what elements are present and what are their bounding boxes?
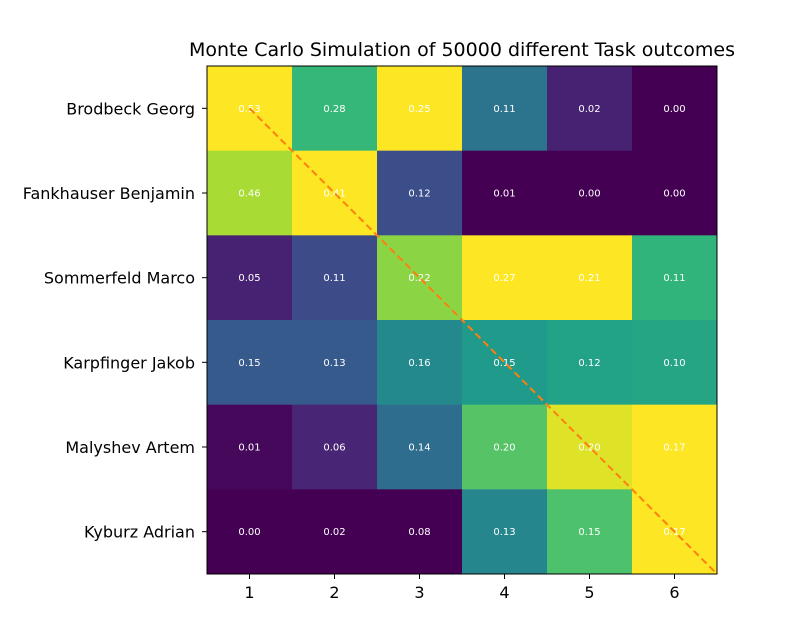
cell-label-r1-c4: 0.11 <box>493 104 515 115</box>
heatmap-cell-r4-c6 <box>632 320 718 406</box>
x-tick-label: 4 <box>499 583 509 602</box>
cell-label-r5-c3: 0.14 <box>408 443 430 454</box>
heatmap-cell-r3-c5 <box>547 235 633 321</box>
cell-label-r1-c3: 0.25 <box>408 104 430 115</box>
cell-label-r4-c4: 0.15 <box>493 358 515 369</box>
y-axis: Brodbeck Georg Fankhauser Benjamin Sommerf… <box>23 99 207 542</box>
heatmap-cell-r6-c1 <box>207 489 293 575</box>
cell-label-r5-c1: 0.01 <box>238 443 260 454</box>
cell-label-r2-c2: 0.41 <box>323 189 345 200</box>
cell-label-r2-c6: 0.00 <box>663 189 685 200</box>
cell-label-r3-c2: 0.11 <box>323 273 345 284</box>
heatmap-cell-r4-c5 <box>547 320 633 406</box>
y-tick-label: Karpfinger Jakob <box>63 353 195 372</box>
heatmap-cell-r5-c2 <box>292 404 378 490</box>
cell-label-r3-c3: 0.22 <box>408 273 430 284</box>
x-tick-label: 1 <box>244 583 254 602</box>
x-axis: 1 2 3 4 5 6 <box>244 574 680 602</box>
cell-label-r3-c6: 0.11 <box>663 273 685 284</box>
heatmap-cell-r2-c4 <box>462 150 548 236</box>
cell-label-r4-c6: 0.10 <box>663 358 685 369</box>
cell-label-r1-c2: 0.28 <box>323 104 345 115</box>
cell-label-r6-c4: 0.13 <box>493 527 515 538</box>
cell-label-r1-c5: 0.02 <box>578 104 600 115</box>
y-tick-label: Fankhauser Benjamin <box>23 184 195 203</box>
cell-label-r3-c4: 0.27 <box>493 273 515 284</box>
cell-label-r4-c5: 0.12 <box>578 358 600 369</box>
heatmap-cell-r4-c1 <box>207 320 293 406</box>
x-tick-label: 3 <box>414 583 424 602</box>
cell-label-r2-c4: 0.01 <box>493 189 515 200</box>
heatmap-cell-r3-c1 <box>207 235 293 321</box>
heatmap-cell-r4-c2 <box>292 320 378 406</box>
heatmap-cell-r3-c4 <box>462 235 548 321</box>
heatmap-cell-r5-c1 <box>207 404 293 490</box>
cell-label-r3-c1: 0.05 <box>238 273 260 284</box>
cell-label-r6-c3: 0.08 <box>408 527 430 538</box>
x-tick-label: 2 <box>329 583 339 602</box>
plot-frame <box>206 65 718 575</box>
heatmap-cell-r2-c6 <box>632 150 718 236</box>
cell-label-r5-c6: 0.17 <box>663 443 685 454</box>
heatmap-cell-r1-c2 <box>292 66 378 152</box>
cell-label-r2-c1: 0.46 <box>238 189 260 200</box>
cell-label-r6-c2: 0.02 <box>323 527 345 538</box>
cell-label-r2-c5: 0.00 <box>578 189 600 200</box>
cell-label-r4-c2: 0.13 <box>323 358 345 369</box>
cell-label-r5-c2: 0.06 <box>323 443 345 454</box>
heatmap-cell-r5-c4 <box>462 404 548 490</box>
cell-label-r5-c4: 0.20 <box>493 443 515 454</box>
heatmap-cell-r1-c5 <box>547 66 633 152</box>
heatmap-cell-r6-c2 <box>292 489 378 575</box>
y-tick-label: Brodbeck Georg <box>66 99 195 118</box>
cell-label-r3-c5: 0.21 <box>578 273 600 284</box>
y-tick-label: Sommerfeld Marco <box>44 269 195 288</box>
heatmap-cell-r2-c1 <box>207 150 293 236</box>
cell-label-r6-c1: 0.00 <box>238 527 260 538</box>
y-tick-label: Kyburz Adrian <box>84 523 195 542</box>
heatmap-cell-r3-c2 <box>292 235 378 321</box>
cell-label-r4-c3: 0.16 <box>408 358 430 369</box>
heatmap-cell-r1-c3 <box>377 66 463 152</box>
heatmap-cell-r3-c6 <box>632 235 718 321</box>
chart-title: Monte Carlo Simulation of 50000 differen… <box>189 39 735 61</box>
heatmap-cell-r2-c3 <box>377 150 463 236</box>
x-tick-label: 5 <box>584 583 594 602</box>
cell-label-r4-c1: 0.15 <box>238 358 260 369</box>
heatmap-cell-r6-c4 <box>462 489 548 575</box>
heatmap-cell-r5-c3 <box>377 404 463 490</box>
cell-label-r1-c6: 0.00 <box>663 104 685 115</box>
cell-label-r6-c5: 0.15 <box>578 527 600 538</box>
cell-label-r5-c5: 0.20 <box>578 443 600 454</box>
heatmap-cell-r6-c5 <box>547 489 633 575</box>
heatmap-cell-r6-c3 <box>377 489 463 575</box>
heatmap-cell-r1-c6 <box>632 66 718 152</box>
heatmap-cells <box>207 66 718 575</box>
cell-label-r2-c3: 0.12 <box>408 189 430 200</box>
heatmap-cell-r1-c4 <box>462 66 548 152</box>
heatmap-cell-r2-c5 <box>547 150 633 236</box>
heatmap-cell-r5-c6 <box>632 404 718 490</box>
heatmap-cell-r4-c3 <box>377 320 463 406</box>
x-tick-label: 6 <box>669 583 679 602</box>
y-tick-label: Malyshev Artem <box>65 438 195 457</box>
